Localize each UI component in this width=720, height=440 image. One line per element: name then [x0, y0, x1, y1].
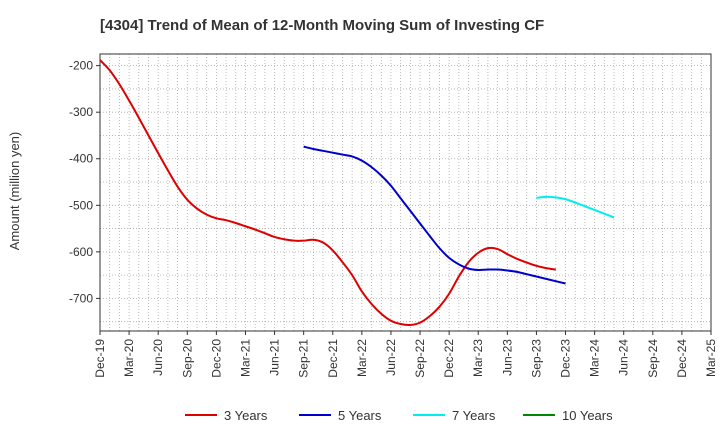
legend-label-3-years: 3 Years — [224, 408, 268, 423]
y-tick-label: -600 — [69, 245, 93, 259]
x-tick-label: Dec-20 — [209, 339, 223, 378]
y-axis-label: Amount (million yen) — [7, 132, 22, 251]
plot-area — [100, 54, 711, 331]
grid — [99, 53, 712, 332]
y-tick-label: -500 — [69, 198, 93, 212]
x-tick-label: Sep-20 — [180, 339, 194, 378]
legend: 3 Years 5 Years 7 Years 10 Years — [185, 408, 613, 423]
chart-title: [4304] Trend of Mean of 12-Month Moving … — [100, 17, 544, 34]
x-tick-label: Mar-23 — [471, 339, 485, 377]
x-tick-label: Mar-22 — [355, 339, 369, 377]
legend-label-10-years: 10 Years — [562, 408, 613, 423]
x-tick-label: Jun-24 — [617, 339, 631, 376]
x-axis-ticks: Dec-19 Mar-20 Jun-20 Sep-20 Dec-20 Mar-21 Jun-… — [93, 331, 718, 378]
x-tick-label: Mar-20 — [122, 339, 136, 377]
x-tick-label: Jun-21 — [268, 339, 282, 376]
x-tick-label: Dec-22 — [442, 339, 456, 378]
legend-label-7-years: 7 Years — [452, 408, 496, 423]
y-tick-label: -400 — [69, 152, 93, 166]
y-tick-label: -200 — [69, 59, 93, 73]
x-tick-label: Dec-21 — [326, 339, 340, 378]
x-tick-label: Dec-19 — [93, 339, 107, 378]
plot-border — [99, 53, 712, 332]
series-line-7-years — [536, 195, 615, 219]
x-tick-label: Sep-24 — [646, 339, 660, 378]
x-tick-label: Mar-24 — [588, 339, 602, 377]
x-tick-label: Mar-25 — [704, 339, 718, 377]
y-tick-label: -300 — [69, 105, 93, 119]
x-tick-label: Dec-24 — [675, 339, 689, 378]
x-tick-label: Sep-22 — [413, 339, 427, 378]
x-tick-label: Dec-23 — [559, 339, 573, 378]
x-tick-label: Sep-21 — [297, 339, 311, 378]
series-lines — [99, 59, 615, 327]
x-tick-label: Mar-21 — [238, 339, 252, 377]
series-line-5-years — [303, 145, 566, 285]
x-tick-label: Jun-23 — [500, 339, 514, 376]
legend-label-5-years: 5 Years — [338, 408, 382, 423]
x-tick-label: Sep-23 — [529, 339, 543, 378]
y-axis-ticks: -200 -300 -400 -500 -600 -700 — [69, 59, 100, 305]
plot-background — [100, 54, 711, 331]
series-line-3-years — [99, 59, 556, 327]
x-tick-label: Jun-22 — [384, 339, 398, 376]
x-tick-label: Jun-20 — [151, 339, 165, 376]
y-tick-label: -700 — [69, 291, 93, 305]
